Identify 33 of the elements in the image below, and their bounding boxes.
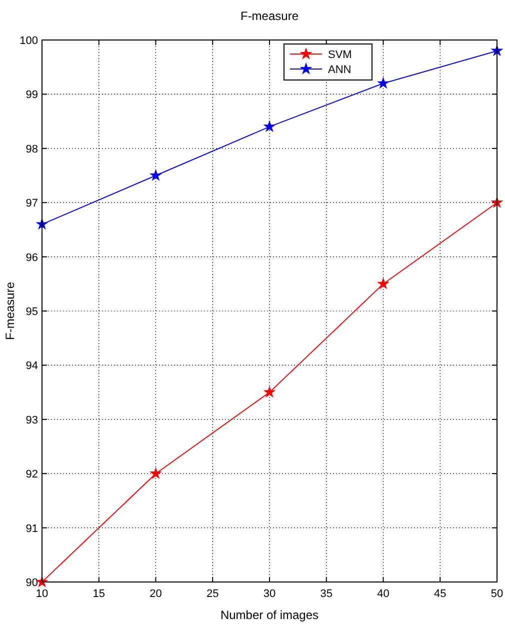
point xyxy=(492,197,502,208)
x-tick-label: 45 xyxy=(434,588,446,600)
y-tick-label: 91 xyxy=(26,522,38,535)
y-tick-label: 97 xyxy=(26,198,38,210)
point xyxy=(36,218,48,229)
point xyxy=(264,121,275,132)
point xyxy=(150,468,161,478)
y-tick-label: 92 xyxy=(26,468,38,481)
y-tick-label: 99 xyxy=(26,89,38,102)
y-tick-label: 94 xyxy=(26,360,38,372)
point xyxy=(378,278,388,288)
y-axis-title: F-measure xyxy=(3,282,17,340)
point xyxy=(150,170,161,180)
x-tick-label: 15 xyxy=(92,588,105,600)
x-tick-label: 10 xyxy=(36,588,48,600)
x-tick-label: 40 xyxy=(377,588,390,600)
x-tick-label: 50 xyxy=(490,588,504,600)
legend-label: SVM xyxy=(328,49,352,61)
y-tick-label: 93 xyxy=(26,414,38,426)
legend-label: ANN xyxy=(328,64,352,76)
point xyxy=(264,386,275,397)
y-tick-label: 90 xyxy=(26,577,38,589)
x-axis-title: Number of images xyxy=(220,608,319,622)
x-tick-label: 25 xyxy=(206,588,219,600)
y-tick-label: 100 xyxy=(20,35,38,47)
y-tick-label: 95 xyxy=(26,306,38,318)
chart-title: F-measure xyxy=(240,9,299,23)
point xyxy=(378,78,388,88)
y-tick-label: 96 xyxy=(26,252,38,264)
x-tick-label: 30 xyxy=(263,588,276,600)
y-tick-label: 98 xyxy=(26,143,38,156)
x-tick-label: 20 xyxy=(150,588,162,600)
x-tick-label: 35 xyxy=(320,588,332,600)
